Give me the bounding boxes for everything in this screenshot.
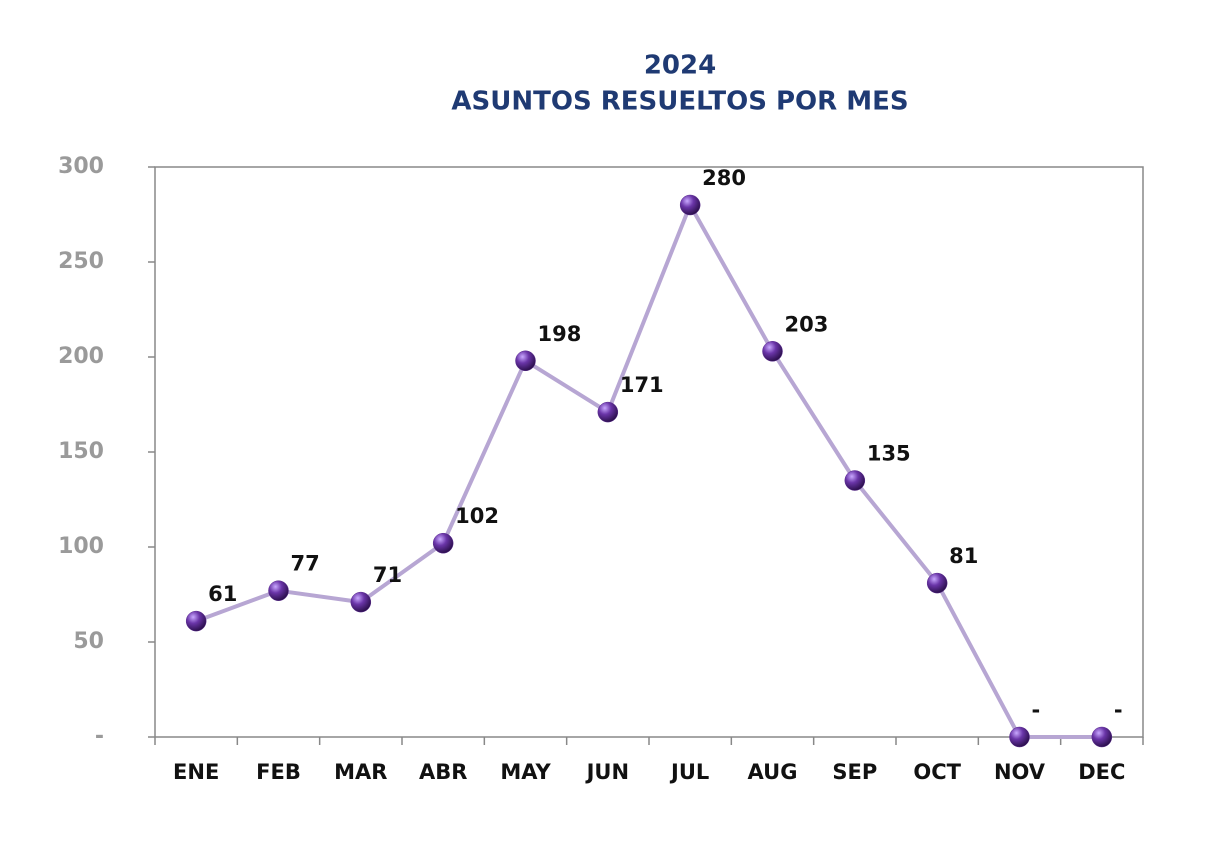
y-tick-label: - <box>95 724 104 749</box>
data-point <box>844 470 866 491</box>
data-label: 198 <box>538 322 582 346</box>
x-tick-label: MAY <box>500 760 551 784</box>
data-label: 71 <box>373 563 402 587</box>
y-tick-label: 200 <box>58 344 104 369</box>
data-label: 280 <box>702 166 746 190</box>
y-tick-label: 150 <box>58 439 104 464</box>
data-label: - <box>1032 698 1041 722</box>
chart-title: 2024 <box>644 51 716 81</box>
x-tick-label: SEP <box>832 760 877 784</box>
data-point <box>350 591 372 613</box>
data-label: 203 <box>785 312 829 336</box>
chart-subtitle: ASUNTOS RESUELTOS POR MES <box>451 87 908 117</box>
x-tick-label: DEC <box>1078 760 1125 784</box>
y-tick-label: 100 <box>58 534 104 559</box>
y-tick-label: 300 <box>58 154 104 179</box>
data-point <box>185 610 207 632</box>
x-tick-label: JUN <box>585 760 629 784</box>
x-tick-label: JUL <box>669 760 709 784</box>
data-label: 171 <box>620 373 664 397</box>
x-tick-label: NOV <box>994 760 1046 784</box>
data-point <box>268 580 289 601</box>
y-tick-label: 50 <box>73 629 104 654</box>
data-point <box>432 532 454 554</box>
x-tick-label: ABR <box>419 760 467 784</box>
x-tick-label: ENE <box>173 760 219 784</box>
data-point <box>597 401 619 423</box>
data-point <box>762 341 783 362</box>
data-label: 81 <box>949 544 978 568</box>
x-tick-label: OCT <box>913 760 961 784</box>
data-label: 102 <box>455 504 499 528</box>
data-line <box>195 203 1102 739</box>
data-point <box>926 572 948 594</box>
y-tick-label: 250 <box>58 249 104 274</box>
data-label: 77 <box>291 552 320 576</box>
x-tick-label: MAR <box>334 760 387 784</box>
data-label: - <box>1114 698 1123 722</box>
data-label: 135 <box>867 442 911 466</box>
x-tick-label: FEB <box>256 760 301 784</box>
data-point <box>679 194 701 216</box>
data-point <box>515 350 536 372</box>
data-point <box>1091 726 1113 748</box>
x-tick-label: AUG <box>748 760 798 784</box>
data-label: 61 <box>208 582 237 606</box>
data-point <box>1009 726 1030 748</box>
